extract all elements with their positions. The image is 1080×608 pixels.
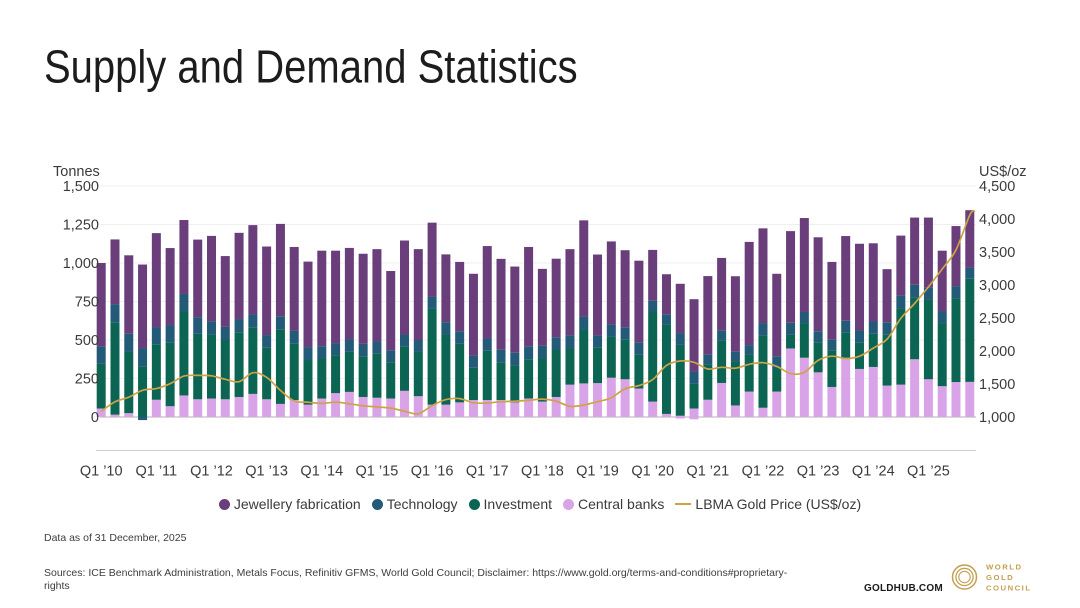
svg-text:2,500: 2,500 xyxy=(979,311,1015,327)
svg-text:Q1 ’15: Q1 ’15 xyxy=(356,464,399,480)
svg-text:2,000: 2,000 xyxy=(979,344,1015,360)
svg-text:Tonnes: Tonnes xyxy=(53,164,100,180)
svg-text:1,500: 1,500 xyxy=(63,179,99,195)
svg-text:1,000: 1,000 xyxy=(979,410,1015,426)
svg-text:3,000: 3,000 xyxy=(979,278,1015,294)
svg-text:3,500: 3,500 xyxy=(979,245,1015,261)
svg-text:Q1 ’24: Q1 ’24 xyxy=(852,464,895,480)
svg-text:Q1 ’20: Q1 ’20 xyxy=(631,464,674,480)
svg-text:250: 250 xyxy=(75,372,99,388)
svg-text:1,000: 1,000 xyxy=(63,256,99,272)
svg-text:COUNCIL: COUNCIL xyxy=(986,584,1032,593)
svg-text:750: 750 xyxy=(75,295,99,311)
svg-text:Q1 ’14: Q1 ’14 xyxy=(300,464,343,480)
svg-text:Q1 ’11: Q1 ’11 xyxy=(135,464,177,480)
svg-text:1,500: 1,500 xyxy=(979,377,1015,393)
svg-text:4,000: 4,000 xyxy=(979,212,1015,228)
svg-text:Q1 ’23: Q1 ’23 xyxy=(797,464,840,480)
svg-text:0: 0 xyxy=(91,410,99,426)
svg-text:Q1 ’25: Q1 ’25 xyxy=(907,464,950,480)
svg-text:GOLD: GOLD xyxy=(986,573,1014,582)
svg-text:WORLD: WORLD xyxy=(986,563,1023,572)
svg-text:Q1 ’21: Q1 ’21 xyxy=(686,464,729,480)
svg-text:500: 500 xyxy=(75,333,99,349)
svg-text:US$/oz: US$/oz xyxy=(979,164,1027,180)
svg-text:Q1 ’10: Q1 ’10 xyxy=(80,464,123,480)
svg-text:Q1 ’13: Q1 ’13 xyxy=(245,464,288,480)
svg-text:Q1 ’22: Q1 ’22 xyxy=(742,464,785,480)
svg-text:Q1 ’17: Q1 ’17 xyxy=(466,464,509,480)
svg-text:4,500: 4,500 xyxy=(979,179,1015,195)
svg-text:Q1 ’12: Q1 ’12 xyxy=(190,464,233,480)
svg-text:Q1 ’16: Q1 ’16 xyxy=(411,464,454,480)
svg-text:1,250: 1,250 xyxy=(63,218,99,234)
svg-text:Q1 ’18: Q1 ’18 xyxy=(521,464,564,480)
svg-text:Q1 ’19: Q1 ’19 xyxy=(576,464,619,480)
